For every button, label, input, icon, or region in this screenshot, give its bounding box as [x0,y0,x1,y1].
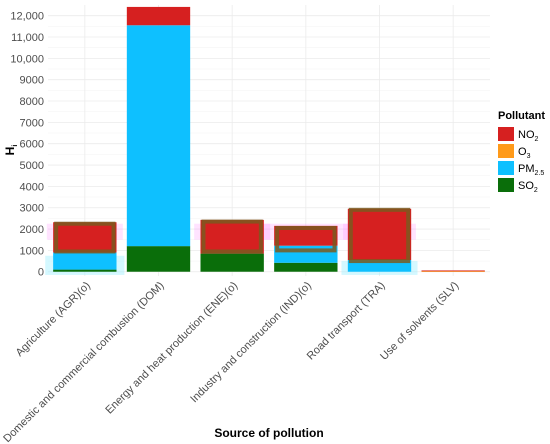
bar-segment-PM25 [53,252,117,270]
legend-key-O3 [498,144,514,158]
y-tick-label: 2000 [20,224,44,236]
y-tick-label: 10,000 [10,53,44,65]
y-axis-title-sub: i [12,145,19,147]
legend-label: SO2 [518,180,538,194]
y-axis-title-main: H [3,147,17,156]
legend: Pollutant NO2 O3 PM2.5 SO2 [498,110,545,194]
bars [53,6,485,272]
bar-segment-PM25 [347,259,412,272]
bar-segment-PM25 [274,245,338,263]
y-tick-label: 5000 [20,160,44,172]
bar-segment-SO2 [200,253,264,272]
y-tick-label: 7000 [20,117,44,129]
legend-key-SO2 [498,178,514,192]
bar-segment-SO2 [126,246,191,272]
bar-segment-NO2 [421,270,485,272]
y-tick-label: 11,000 [11,32,44,44]
legend-key-NO2 [498,127,514,141]
bar-segment-NO2 [200,219,264,254]
bar-segment-NO2 [126,6,191,26]
y-axis-title: Hi [3,145,19,156]
legend-label: NO2 [518,129,539,143]
bar-segment-NO2 [347,208,412,260]
x-tick-label: Industry and construction (IND)(o) [188,280,314,406]
bar-segment-NO2 [274,225,338,246]
y-tick-label: 9000 [20,75,44,87]
plot-background [48,5,490,276]
legend-title: Pollutant [498,110,545,122]
y-tick-label: 4000 [20,181,44,193]
y-tick-label: 0 [38,267,44,279]
bar-segment-O3 [421,271,485,272]
legend-key-PM25 [498,161,514,175]
legend-label: PM2.5 [518,163,544,177]
interval-box [275,225,337,253]
interval-box [348,207,411,264]
x-tick-label: Use of solvents (SLV) [378,280,461,363]
bar-segment-SO2 [274,262,338,272]
y-tick-label: 12,000 [10,11,44,23]
interval-box [201,219,263,254]
y-axis-ticks: 0 1000 2000 3000 4000 5000 6000 7000 8000 9000 10,… [10,11,44,279]
x-tick-label: Agriculture (AGR)(o) [14,280,93,359]
bar-segment-PM25 [126,25,191,247]
x-tick-label: Domestic and commercial combustion (DOM) [1,280,166,444]
x-axis-ticks: Agriculture (AGR)(o)Domestic and commerc… [1,280,461,444]
x-tick-label: Road transport (TRA) [305,280,388,363]
y-tick-label: 6000 [20,139,44,151]
x-tick-label: Energy and heat production (ENE)(o) [103,280,240,417]
y-tick-label: 3000 [20,203,44,215]
bar-segment-SO2 [53,269,117,272]
y-tick-label: 1000 [20,245,44,257]
grid-lines [48,5,490,276]
bar-segment-NO2 [53,222,117,253]
x-axis-title: Source of pollution [214,426,323,440]
interval-box [54,221,116,254]
legend-label: O3 [518,146,531,160]
y-tick-label: 8000 [20,96,44,108]
